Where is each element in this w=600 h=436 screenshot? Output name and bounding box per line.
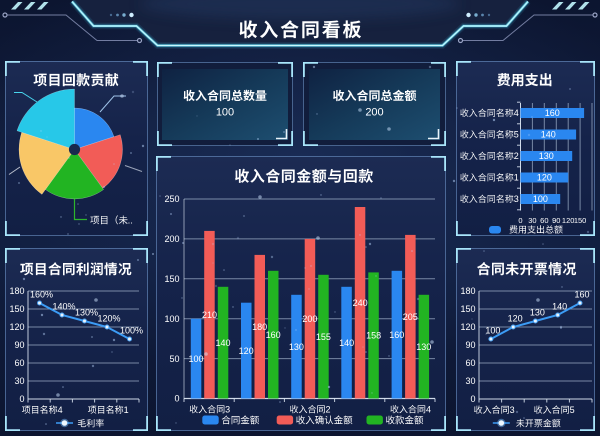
- svg-text:1: 1: [514, 173, 519, 183]
- svg-text:60: 60: [14, 358, 24, 368]
- svg-text:180: 180: [9, 286, 24, 296]
- svg-text:1: 1: [124, 405, 129, 415]
- svg-text:130%: 130%: [75, 308, 98, 318]
- svg-text:120: 120: [9, 322, 24, 332]
- svg-text:200: 200: [365, 107, 383, 119]
- svg-text:120: 120: [537, 172, 552, 182]
- svg-text:160: 160: [389, 330, 404, 340]
- svg-text:160: 160: [266, 330, 281, 340]
- svg-text:2: 2: [326, 405, 331, 415]
- svg-text:2: 2: [514, 151, 519, 161]
- svg-text:155: 155: [316, 332, 331, 342]
- svg-text:205: 205: [403, 312, 418, 322]
- svg-text:4: 4: [426, 405, 431, 415]
- svg-text:160: 160: [545, 108, 560, 118]
- svg-text:100: 100: [485, 326, 500, 336]
- svg-text:180: 180: [252, 322, 267, 332]
- svg-text:90: 90: [552, 216, 560, 225]
- svg-text:158: 158: [366, 331, 381, 341]
- svg-text:140: 140: [541, 129, 556, 139]
- svg-text:120: 120: [239, 346, 254, 356]
- svg-text:5: 5: [570, 405, 575, 415]
- svg-text:120: 120: [562, 216, 575, 225]
- svg-text:4: 4: [514, 108, 519, 118]
- svg-text:200: 200: [302, 314, 317, 324]
- svg-text:90: 90: [14, 340, 24, 350]
- svg-text:180: 180: [460, 286, 475, 296]
- svg-text:100%: 100%: [120, 326, 143, 336]
- svg-text:200: 200: [164, 234, 179, 244]
- svg-text:140: 140: [339, 338, 354, 348]
- svg-text:120: 120: [460, 322, 475, 332]
- svg-text:30: 30: [14, 376, 24, 386]
- svg-text:140: 140: [552, 302, 567, 312]
- svg-text:160%: 160%: [30, 290, 53, 300]
- svg-text:30: 30: [465, 376, 475, 386]
- svg-text:160: 160: [574, 290, 589, 300]
- svg-text:3: 3: [225, 405, 230, 415]
- svg-text:120: 120: [508, 314, 523, 324]
- svg-text:60: 60: [540, 216, 548, 225]
- svg-text:100: 100: [164, 314, 179, 324]
- svg-text:0: 0: [19, 394, 24, 404]
- svg-text:100: 100: [533, 194, 548, 204]
- svg-text:130: 130: [289, 342, 304, 352]
- svg-text:4: 4: [58, 405, 63, 415]
- svg-text:140: 140: [215, 338, 230, 348]
- svg-text:250: 250: [164, 194, 179, 204]
- svg-text:150: 150: [9, 304, 24, 314]
- svg-text:120%: 120%: [97, 314, 120, 324]
- svg-text:60: 60: [465, 358, 475, 368]
- svg-text:3: 3: [510, 405, 515, 415]
- svg-text:240: 240: [353, 298, 368, 308]
- svg-text:210: 210: [202, 310, 217, 320]
- svg-text:30: 30: [528, 216, 536, 225]
- svg-text:100: 100: [216, 107, 234, 119]
- svg-text:100: 100: [188, 354, 203, 364]
- svg-text:...: ...: [125, 216, 133, 227]
- svg-text:130: 130: [530, 308, 545, 318]
- svg-text:3: 3: [514, 194, 519, 204]
- svg-text:150: 150: [574, 216, 587, 225]
- svg-text:150: 150: [460, 304, 475, 314]
- svg-text:130: 130: [416, 342, 431, 352]
- svg-text:5: 5: [514, 130, 519, 140]
- svg-text:0: 0: [518, 216, 522, 225]
- svg-text:90: 90: [465, 340, 475, 350]
- svg-text:0: 0: [470, 394, 475, 404]
- svg-text:150: 150: [164, 274, 179, 284]
- svg-text:50: 50: [169, 354, 179, 364]
- svg-text:140%: 140%: [52, 302, 75, 312]
- svg-text:130: 130: [539, 151, 554, 161]
- svg-text:0: 0: [174, 394, 179, 404]
